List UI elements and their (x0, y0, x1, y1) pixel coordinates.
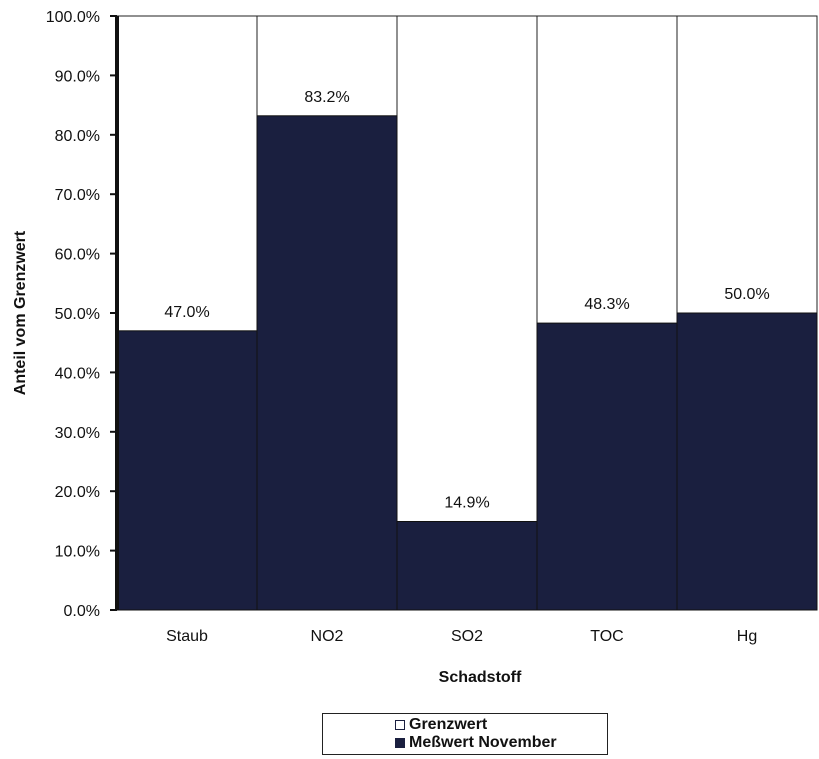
y-tick-label: 20.0% (55, 484, 100, 501)
bar-messwert-hg (676, 312, 818, 611)
y-axis-title: Anteil vom Grenzwert (12, 230, 29, 395)
data-label-hg: 50.0% (724, 286, 769, 303)
data-label-staub: 47.0% (164, 304, 209, 321)
bar-messwert-toc (536, 322, 678, 611)
y-tick-label: 40.0% (55, 365, 100, 382)
y-axis (110, 15, 817, 611)
y-tick-label: 0.0% (64, 603, 100, 620)
legend-label-messwert: Meßwert November (409, 734, 557, 751)
data-label-so2: 14.9% (444, 494, 489, 511)
legend-swatch-messwert (395, 738, 405, 748)
y-tick-label: 60.0% (55, 247, 100, 264)
bar-messwert-so2 (396, 520, 538, 611)
y-tick-label: 100.0% (46, 9, 100, 26)
x-axis-title: Schadstoff (439, 669, 522, 686)
x-tick-labels: Staub NO2 SO2 TOC Hg (166, 628, 757, 645)
legend: Grenzwert Meßwert November (322, 713, 608, 755)
bar-grenzwert-so2 (396, 15, 538, 611)
x-tick-label-toc: TOC (590, 628, 623, 645)
y-tick-labels: 0.0% 10.0% 20.0% 30.0% 40.0% 50.0% 60.0% 70.0% 8… (46, 9, 100, 620)
data-label-toc: 48.3% (584, 296, 629, 313)
y-tick-label: 30.0% (55, 425, 100, 442)
legend-item-grenzwert: Grenzwert (395, 716, 607, 734)
y-tick-label: 90.0% (55, 68, 100, 85)
bar-messwert-staub (116, 330, 258, 611)
x-tick-label-so2: SO2 (451, 628, 483, 645)
y-tick-label: 50.0% (55, 306, 100, 323)
legend-swatch-grenzwert (395, 720, 405, 730)
x-tick-label-staub: Staub (166, 628, 208, 645)
data-label-no2: 83.2% (304, 89, 349, 106)
y-tick-label: 80.0% (55, 128, 100, 145)
y-tick-label: 70.0% (55, 187, 100, 204)
x-tick-label-hg: Hg (737, 628, 757, 645)
legend-item-messwert: Meßwert November (395, 734, 607, 752)
messwert-bars (116, 115, 818, 611)
bar-messwert-no2 (256, 115, 398, 611)
legend-label-grenzwert: Grenzwert (409, 716, 488, 733)
x-tick-label-no2: NO2 (311, 628, 344, 645)
y-tick-label: 10.0% (55, 544, 100, 561)
data-labels: 47.0% 83.2% 14.9% 48.3% 50.0% (164, 89, 769, 512)
